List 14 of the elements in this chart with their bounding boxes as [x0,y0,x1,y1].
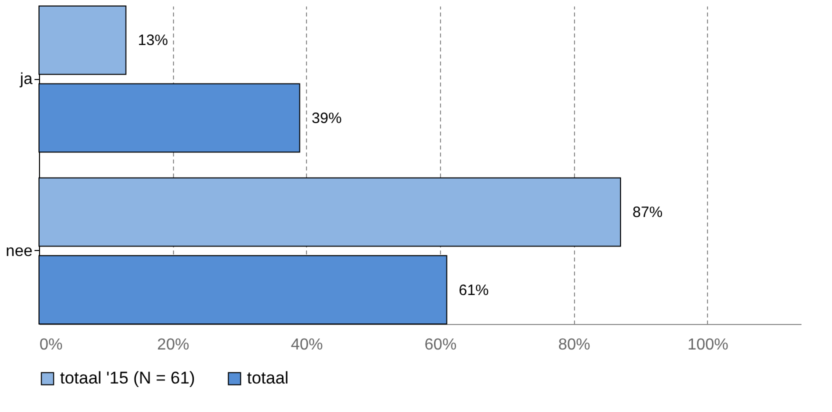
legend-label: totaal '15 (N = 61) [60,368,196,388]
x-tick-label: 100% [687,336,728,354]
x-tick-label: 20% [157,336,190,354]
y-tick-label: nee [6,242,33,260]
x-tick-label: 60% [424,336,457,354]
x-tick-label: 0% [40,336,63,354]
data-label: 61% [458,282,489,299]
x-tick-label: 40% [290,336,323,354]
x-tick-label: 80% [558,336,590,354]
data-label: 13% [138,32,168,50]
y-tick-label: ja [19,71,33,88]
legend-label: totaal [247,368,289,388]
data-label: 87% [632,204,663,222]
data-label: 39% [312,110,342,127]
